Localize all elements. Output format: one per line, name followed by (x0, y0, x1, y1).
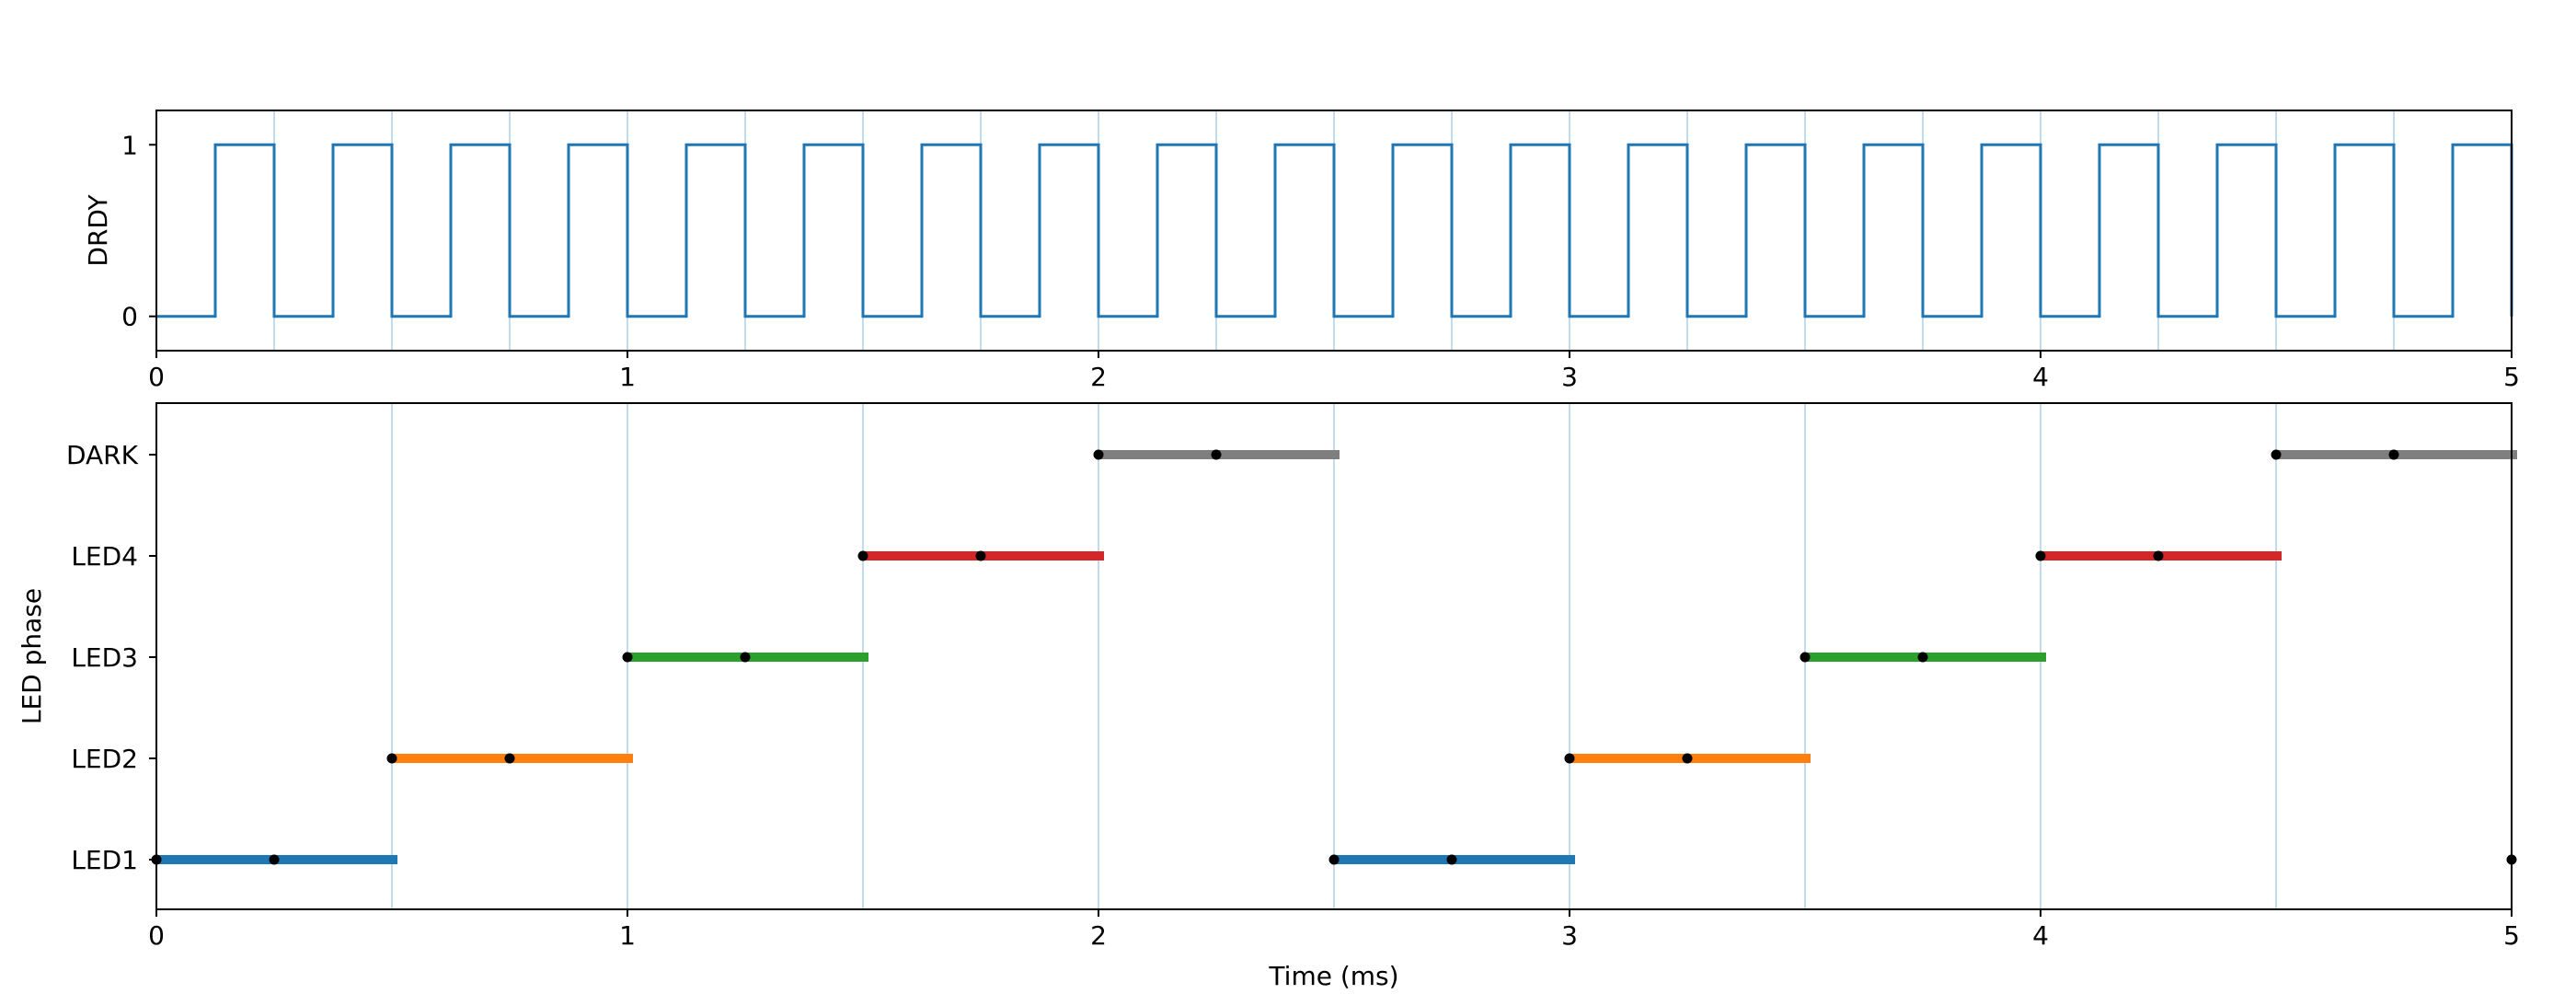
drdy-y-ticks: 01 (121, 130, 156, 332)
drdy-x-tick-label: 0 (148, 362, 165, 392)
led-y-tick-label: LED3 (71, 642, 138, 673)
drdy-axes-frame (155, 110, 2513, 352)
led-x-tick-label: 0 (148, 920, 165, 951)
led-sample-marker (269, 854, 280, 865)
drdy-step-line (156, 143, 2513, 318)
led-sample-marker (975, 550, 986, 561)
led-x-axis-label: Time (ms) (1268, 961, 1398, 991)
led-sample-marker (1211, 449, 1222, 460)
led-sample-marker (1093, 449, 1104, 460)
led-sample-marker (504, 753, 515, 764)
led-phase-markers (151, 449, 2517, 865)
led-x-tick-label: 4 (2032, 920, 2049, 951)
led-sample-marker (2153, 550, 2164, 561)
led-sample-marker (2388, 449, 2399, 460)
led-x-tick-label: 1 (619, 920, 636, 951)
led-sample-marker (2271, 449, 2282, 460)
drdy-y-axis-label: DRDY (83, 194, 113, 267)
led-sample-marker (1564, 753, 1575, 764)
led-sample-marker (386, 753, 397, 764)
led-x-tick-label: 5 (2503, 920, 2520, 951)
drdy-x-tick-label: 5 (2503, 362, 2520, 392)
led-sample-marker (1800, 652, 1811, 663)
led-sample-marker (2035, 550, 2046, 561)
led-x-tick-label: 2 (1090, 920, 1107, 951)
drdy-x-ticks: 0 1 2 3 4 5 (148, 351, 2520, 392)
led-phase-panel: 0 1 2 3 4 5 LED1 LED2 LED3 LED4 DARK Time (ms) LE… (17, 402, 2520, 991)
led-sample-marker (1917, 652, 1928, 663)
led-sample-marker (1328, 854, 1340, 865)
drdy-x-tick-label: 2 (1090, 362, 1107, 392)
led-x-ticks: 0 1 2 3 4 5 (148, 909, 2520, 951)
drdy-x-tick-label: 4 (2032, 362, 2049, 392)
drdy-x-tick-label: 3 (1561, 362, 1578, 392)
led-y-tick-label: LED2 (71, 744, 138, 774)
led-y-tick-label: LED4 (71, 541, 138, 572)
led-x-tick-label: 3 (1561, 920, 1578, 951)
drdy-series (156, 143, 2513, 318)
led-sample-marker (740, 652, 751, 663)
led-y-axis-label: LED phase (17, 588, 47, 724)
led-y-tick-label: LED1 (71, 845, 138, 875)
led-sample-marker (857, 550, 868, 561)
drdy-x-tick-label: 1 (619, 362, 636, 392)
drdy-y-tick-label: 1 (121, 130, 138, 160)
led-sample-marker (1446, 854, 1457, 865)
led-y-ticks: LED1 LED2 LED3 LED4 DARK (66, 440, 156, 875)
led-y-tick-label: DARK (66, 440, 139, 470)
led-sample-marker (1682, 753, 1693, 764)
led-sample-marker (622, 652, 633, 663)
drdy-y-tick-label: 0 (121, 302, 138, 332)
